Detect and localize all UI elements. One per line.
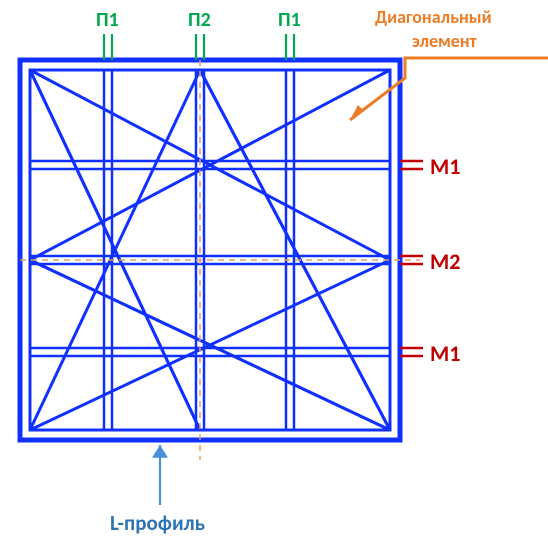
label-diag-line1: Диагональный bbox=[375, 6, 492, 28]
label-l-profile: L-профиль bbox=[110, 510, 205, 536]
label-m2: М2 bbox=[430, 248, 460, 275]
diagram-svg bbox=[0, 0, 548, 547]
label-p2: П2 bbox=[188, 8, 211, 32]
label-p1-left: П1 bbox=[96, 8, 119, 32]
label-p1-right: П1 bbox=[278, 8, 301, 32]
label-m1-top: М1 bbox=[430, 153, 460, 180]
label-diag-line2: элемент bbox=[412, 30, 477, 52]
label-m1-bot: М1 bbox=[430, 340, 460, 367]
